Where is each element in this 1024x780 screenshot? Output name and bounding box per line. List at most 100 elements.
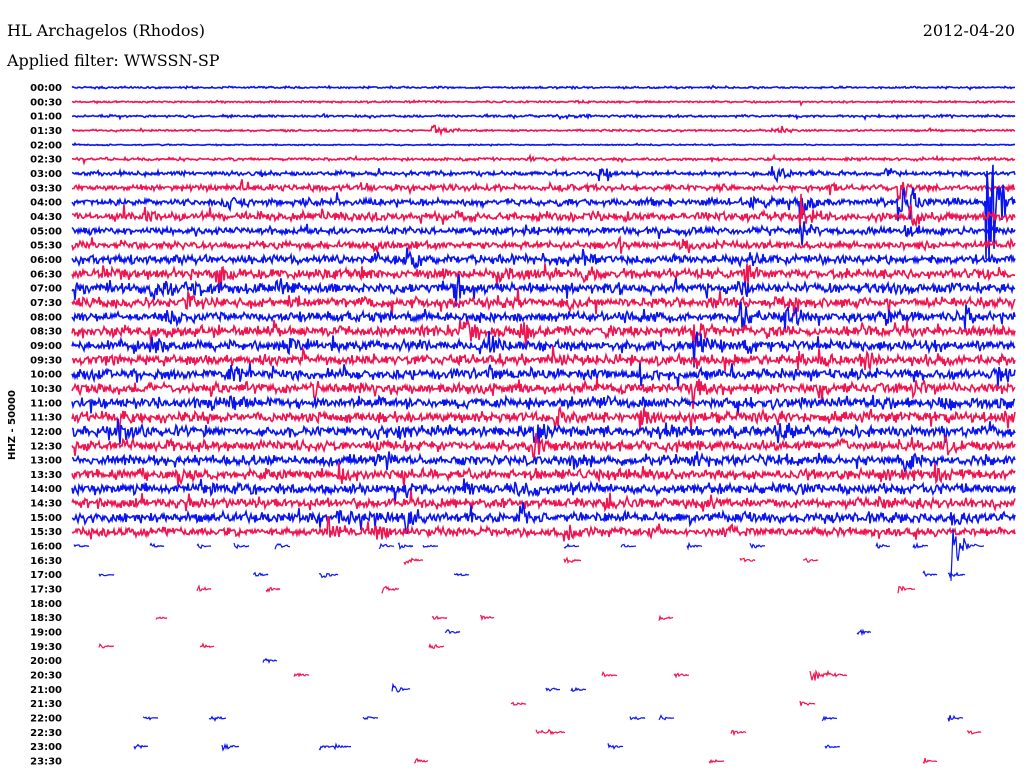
y-axis-label: HHZ - 50000 [7, 390, 18, 460]
traces [71, 84, 1016, 765]
trace-2230 [535, 728, 982, 737]
row-label: 00:00 [30, 83, 62, 94]
trace-1230 [71, 433, 1016, 461]
trace-2330 [414, 757, 938, 765]
row-label: 08:00 [30, 312, 62, 323]
row-label: 15:30 [30, 527, 62, 538]
trace-1000 [71, 363, 1016, 388]
trace-0030 [71, 98, 1015, 107]
row-label: 12:00 [30, 427, 62, 438]
row-label: 04:30 [30, 212, 62, 223]
row-label: 17:30 [30, 585, 62, 596]
row-label: 13:30 [30, 470, 62, 481]
trace-0000 [71, 84, 1015, 91]
row-label: 20:30 [30, 671, 62, 682]
row-label: 06:30 [30, 269, 62, 280]
row-label: 10:30 [30, 384, 62, 395]
row-label: 16:30 [30, 556, 62, 567]
row-label: 03:00 [30, 169, 62, 180]
trace-1030 [71, 378, 1016, 409]
row-label: 23:00 [30, 742, 62, 753]
row-label: 05:00 [30, 226, 62, 237]
row-label: 10:00 [30, 370, 62, 381]
trace-0430 [71, 193, 1016, 228]
row-label: 15:00 [30, 513, 62, 524]
station-title: HL Archagelos (Rhodos) [7, 21, 205, 40]
trace-0500 [71, 221, 1016, 246]
trace-0830 [71, 318, 1016, 347]
trace-1830 [155, 614, 674, 622]
date-label: 2012-04-20 [923, 21, 1015, 40]
row-label: 22:30 [30, 728, 62, 739]
row-label: 19:00 [30, 628, 62, 639]
row-label: 18:00 [30, 599, 62, 610]
row-label: 02:30 [30, 155, 62, 166]
trace-0730 [71, 287, 1016, 317]
trace-1430 [71, 490, 1016, 513]
row-label: 20:00 [30, 656, 62, 667]
row-label: 09:00 [30, 341, 62, 352]
trace-1300 [71, 451, 1016, 472]
trace-2200 [142, 714, 964, 722]
trace-0230 [72, 153, 1016, 166]
trace-0630 [71, 263, 1015, 292]
trace-0200 [71, 141, 1016, 147]
trace-0130 [71, 124, 1016, 137]
trace-1200 [71, 418, 1016, 444]
trace-0330 [71, 179, 1016, 201]
trace-0900 [71, 330, 1016, 368]
trace-1700 [98, 570, 966, 579]
row-label: 09:30 [30, 355, 62, 366]
row-label: 21:30 [30, 699, 62, 710]
row-label: 00:30 [30, 97, 62, 108]
row-label: 21:00 [30, 685, 62, 696]
row-label: 02:00 [30, 140, 62, 151]
trace-0300 [71, 166, 1016, 184]
trace-2300 [133, 742, 841, 752]
trace-2100 [391, 682, 587, 693]
trace-1600 [73, 528, 985, 581]
trace-1530 [71, 515, 1016, 542]
row-label: 01:30 [30, 126, 62, 137]
row-label: 12:30 [30, 441, 62, 452]
row-label: 11:30 [30, 413, 62, 424]
row-label: 04:00 [30, 198, 62, 209]
trace-0800 [71, 301, 1016, 332]
trace-1400 [71, 478, 1016, 504]
trace-2130 [510, 700, 816, 706]
row-label: 07:30 [30, 298, 62, 309]
trace-1130 [71, 405, 1016, 433]
trace-1900 [444, 628, 872, 637]
row-labels: 00:00 00:30 01:00 01:30 02:00 02:30 03:00 03:30… [30, 83, 62, 768]
row-label: 03:30 [30, 183, 62, 194]
trace-1930 [98, 642, 445, 650]
trace-1330 [71, 462, 1016, 488]
row-label: 14:30 [30, 499, 62, 510]
trace-2030 [293, 669, 848, 681]
row-label: 19:30 [30, 642, 62, 653]
row-label: 08:30 [30, 327, 62, 338]
row-label: 22:00 [30, 714, 62, 725]
row-label: 11:00 [30, 398, 62, 409]
trace-0930 [71, 345, 1016, 372]
row-label: 05:30 [30, 241, 62, 252]
row-label: 17:00 [30, 570, 62, 581]
trace-1100 [71, 394, 1016, 416]
row-label: 23:30 [30, 757, 62, 768]
row-label: 18:30 [30, 613, 62, 624]
trace-0600 [71, 247, 1016, 270]
trace-2000 [262, 657, 278, 664]
trace-1730 [196, 584, 916, 594]
row-label: 14:00 [30, 484, 62, 495]
trace-0700 [71, 274, 1016, 307]
filter-label: Applied filter: WWSSN-SP [6, 51, 220, 70]
trace-0100 [71, 112, 1016, 122]
row-label: 16:00 [30, 542, 62, 553]
trace-0530 [71, 235, 1016, 254]
row-label: 07:00 [30, 284, 62, 295]
trace-1500 [71, 501, 1016, 535]
row-label: 06:00 [30, 255, 62, 266]
trace-0400 [71, 164, 1016, 262]
row-label: 13:00 [30, 456, 62, 467]
